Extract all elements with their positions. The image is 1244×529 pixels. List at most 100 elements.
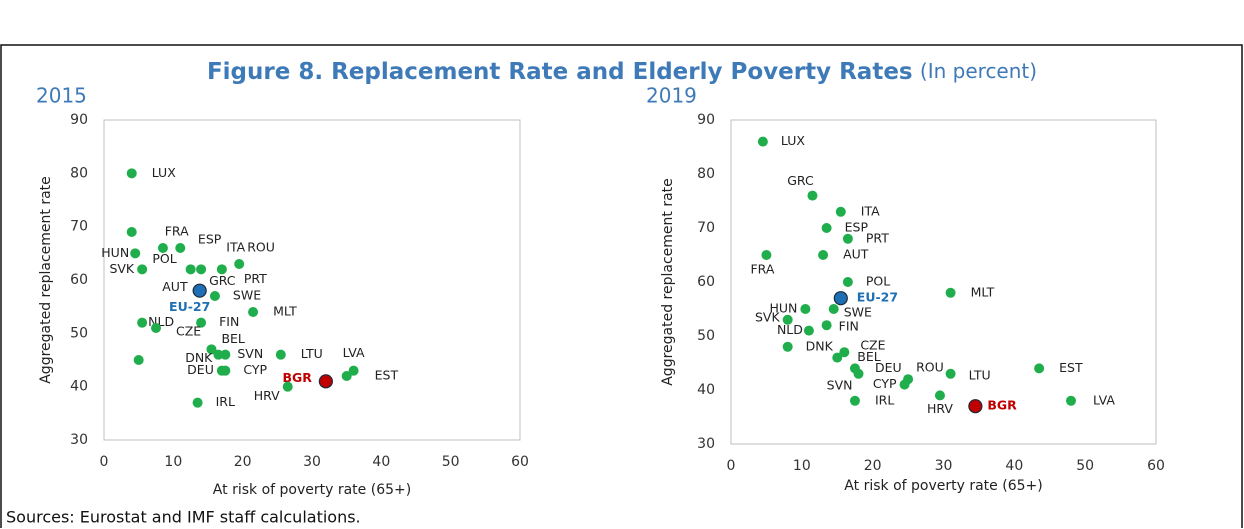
point-label: IRL bbox=[216, 394, 235, 409]
y-tick-label: 90 bbox=[697, 112, 715, 128]
data-point bbox=[761, 250, 772, 260]
y-tick-label: 60 bbox=[70, 272, 88, 288]
point-label: CZE bbox=[176, 324, 201, 339]
y-tick-label: 30 bbox=[70, 432, 88, 448]
data-point bbox=[137, 264, 148, 275]
data-point bbox=[341, 371, 352, 381]
data-point bbox=[782, 314, 793, 325]
point-label: DNK bbox=[185, 350, 213, 365]
point-label: ROU bbox=[247, 240, 275, 255]
data-point bbox=[839, 347, 850, 358]
data-point bbox=[209, 291, 220, 301]
y-tick-label: 80 bbox=[70, 165, 88, 181]
point-label: LTU bbox=[969, 367, 991, 382]
x-tick-label: 0 bbox=[100, 454, 109, 470]
data-point bbox=[126, 168, 137, 179]
data-point bbox=[318, 374, 333, 389]
data-point bbox=[133, 355, 144, 365]
point-label: SVN bbox=[827, 377, 853, 392]
point-label: CZE bbox=[860, 338, 885, 353]
point-label: POL bbox=[866, 274, 890, 289]
point-label: GRC bbox=[209, 273, 236, 288]
data-point bbox=[185, 264, 196, 275]
data-point bbox=[945, 368, 956, 379]
data-point bbox=[821, 223, 832, 233]
data-point bbox=[220, 349, 231, 360]
point-label: LVA bbox=[1093, 392, 1115, 407]
point-label: LVA bbox=[343, 345, 365, 360]
y-tick-label: 40 bbox=[70, 379, 88, 395]
y-tick-label: 30 bbox=[697, 436, 715, 452]
title-main: Figure 8. Replacement Rate and Elderly P… bbox=[207, 59, 913, 85]
data-point bbox=[151, 323, 161, 333]
data-point bbox=[206, 344, 217, 355]
data-point bbox=[192, 283, 207, 298]
y-tick-label: 70 bbox=[70, 219, 88, 235]
point-label: EU-27 bbox=[169, 299, 210, 314]
data-point bbox=[934, 390, 945, 401]
data-point bbox=[835, 206, 846, 217]
source-note: Sources: Eurostat and IMF staff calculat… bbox=[6, 508, 361, 527]
x-tick-label: 20 bbox=[864, 458, 882, 474]
point-label: PRT bbox=[244, 271, 267, 286]
data-point bbox=[807, 190, 818, 201]
point-label: FRA bbox=[165, 224, 189, 239]
data-point bbox=[216, 264, 227, 275]
data-point bbox=[803, 325, 814, 336]
point-label: DNK bbox=[806, 338, 834, 353]
point-label: LTU bbox=[301, 346, 323, 361]
data-point bbox=[968, 399, 983, 414]
y-tick-label: 80 bbox=[697, 166, 715, 182]
data-point bbox=[348, 365, 359, 376]
scatter-panel: 2019 30 40 50 60 70 80 90 0 10 20 30 40 50 60 At risk o… bbox=[646, 84, 1165, 495]
point-label: BGR bbox=[282, 370, 312, 385]
frame bbox=[0, 44, 1243, 528]
x-tick-label: 40 bbox=[372, 454, 390, 470]
y-axis-label: Aggregated replacement rate bbox=[660, 178, 676, 386]
point-label: ITA bbox=[226, 240, 245, 255]
data-point bbox=[137, 317, 148, 328]
x-axis-label: At risk of poverty rate (65+) bbox=[213, 482, 411, 498]
data-point bbox=[832, 352, 843, 363]
point-label: PRT bbox=[866, 230, 889, 245]
data-point bbox=[782, 341, 793, 352]
data-point bbox=[828, 304, 839, 314]
point-label: DEU bbox=[187, 362, 214, 377]
data-point bbox=[818, 250, 829, 260]
data-point bbox=[175, 243, 186, 253]
data-point bbox=[821, 320, 832, 331]
point-label: ESP bbox=[845, 220, 869, 235]
y-tick-label: 90 bbox=[70, 112, 88, 128]
point-label: HRV bbox=[254, 388, 280, 403]
point-label: CYP bbox=[243, 362, 267, 377]
data-point bbox=[248, 307, 259, 317]
data-point bbox=[842, 233, 853, 244]
x-tick-label: 10 bbox=[164, 454, 182, 470]
point-label: ROU bbox=[916, 360, 944, 375]
x-tick-label: 40 bbox=[1005, 458, 1023, 474]
y-axis-label: Aggregated replacement rate bbox=[38, 176, 54, 384]
figure-title: Figure 8. Replacement Rate and Elderly P… bbox=[207, 59, 1037, 85]
point-label: DEU bbox=[875, 360, 902, 375]
point-label: MLT bbox=[273, 304, 297, 319]
point-label: AUT bbox=[162, 279, 188, 294]
x-tick-label: 20 bbox=[234, 454, 252, 470]
point-label: BEL bbox=[221, 331, 244, 346]
point-label: EST bbox=[1059, 360, 1083, 375]
point-label: POL bbox=[152, 251, 176, 266]
point-label: AUT bbox=[843, 247, 869, 262]
x-tick-label: 0 bbox=[727, 458, 736, 474]
point-label: SVK bbox=[755, 309, 780, 324]
plot-area bbox=[103, 119, 521, 441]
data-point bbox=[157, 243, 168, 253]
scatter-panel: 2015 30 40 50 60 70 80 90 0 10 20 30 40 50 60 At risk o… bbox=[36, 84, 529, 499]
data-point bbox=[945, 287, 956, 298]
title-sub: (In percent) bbox=[920, 59, 1037, 83]
point-label: MLT bbox=[971, 284, 995, 299]
point-label: BGR bbox=[987, 398, 1017, 413]
data-point bbox=[192, 397, 203, 408]
point-label: ESP bbox=[198, 232, 222, 247]
data-point bbox=[899, 379, 910, 390]
data-point bbox=[196, 264, 207, 275]
data-point bbox=[196, 317, 207, 328]
